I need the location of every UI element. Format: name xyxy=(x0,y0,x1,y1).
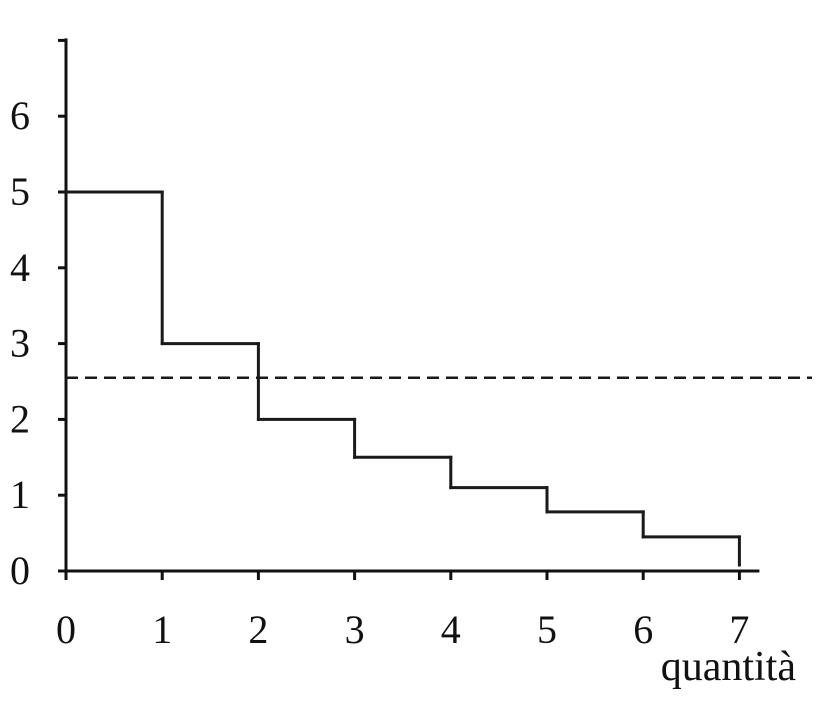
x-tick-label: 1 xyxy=(152,607,172,652)
y-tick-label: 1 xyxy=(10,472,30,517)
x-tick-label: 2 xyxy=(248,607,268,652)
y-tick-label: 5 xyxy=(10,169,30,214)
x-tick-label: 4 xyxy=(441,607,461,652)
x-tick-label: 3 xyxy=(345,607,365,652)
x-tick-label: 6 xyxy=(633,607,653,652)
y-tick-label: 2 xyxy=(10,396,30,441)
y-tick-label: 0 xyxy=(10,548,30,593)
x-tick-label: 7 xyxy=(729,607,749,652)
x-tick-label: 5 xyxy=(537,607,557,652)
axis-ticks: 0 1 2 3 4 5 6 0 1 2 3 4 5 6 7 xyxy=(10,38,749,652)
y-tick-label: 6 xyxy=(10,93,30,138)
x-tick-label: 0 xyxy=(56,607,76,652)
step-series xyxy=(64,190,741,567)
x-axis-title: quantità xyxy=(661,644,797,690)
y-tick-label: 3 xyxy=(10,321,30,366)
axes xyxy=(64,38,760,573)
y-tick-label: 4 xyxy=(10,245,30,290)
